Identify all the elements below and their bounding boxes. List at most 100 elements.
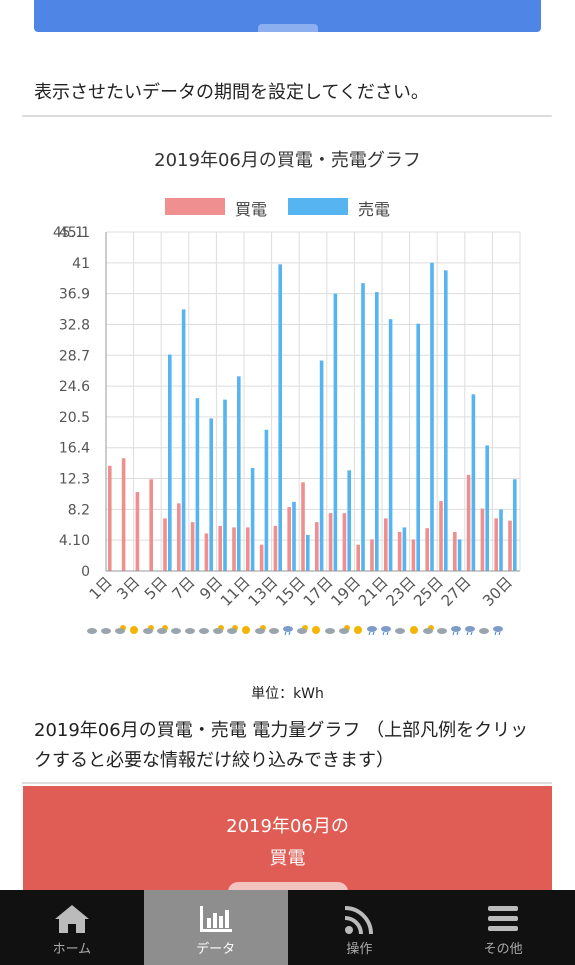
bar-sell: [485, 445, 489, 571]
tab-home[interactable]: ホーム: [0, 890, 144, 965]
x-tick-label: 13日: [244, 573, 281, 610]
tab-control-label: 操作: [346, 942, 373, 957]
x-tick-label: 7日: [168, 573, 198, 603]
bar-buy: [453, 531, 457, 571]
bar-buy: [425, 528, 429, 571]
legend-label-buy: 買電: [235, 200, 267, 219]
y-tick-label: 16.4: [59, 441, 90, 457]
x-tick-label: 1日: [86, 573, 116, 603]
y-tick-label-overlap: 45.1: [53, 225, 84, 241]
bar-buy: [466, 474, 471, 571]
bar-sell: [375, 292, 379, 571]
y-tick-label: 36.9: [59, 287, 90, 303]
bar-sell: [181, 309, 186, 571]
weather-cloud-icon: [143, 628, 153, 634]
x-tick-label: 3日: [113, 573, 143, 603]
weather-sun-icon: [410, 626, 418, 634]
bar-sell: [250, 468, 255, 571]
y-tick-label: 41: [72, 256, 90, 272]
x-tick-label: 25日: [410, 573, 447, 610]
weather-rain-icon: [465, 626, 475, 632]
tab-other[interactable]: その他: [431, 890, 575, 965]
bar-buy: [108, 465, 112, 571]
bar-sell: [292, 501, 296, 571]
chart-legend: 買電 売電: [165, 198, 390, 219]
chart-grid: 0 4.10 8.2 12.3 16.4 20.5 24.6 28.7 32.8 36.9 41 45…: [53, 225, 521, 580]
bar-sell: [416, 323, 420, 571]
bar-buy: [370, 539, 374, 571]
buy-sell-chart: 買電 売電 0 4.10 8.2 12.3 16.4 20.5 24.6 28.7 32.8 36.…: [53, 198, 521, 636]
tab-other-label: その他: [483, 942, 523, 957]
bar-sell: [388, 319, 393, 571]
y-tick-label: 32.8: [59, 317, 90, 333]
bar-sell: [402, 527, 407, 571]
weather-cloud-icon: [101, 628, 111, 634]
display-button[interactable]: [34, 0, 541, 32]
weather-rain-icon: [283, 626, 293, 632]
weather-rain-drop: [494, 631, 497, 636]
legend-swatch-sell: [288, 198, 348, 215]
bar-buy: [315, 522, 319, 571]
bar-buy: [384, 518, 388, 571]
weather-cloud-icon: [255, 628, 265, 634]
bar-sell: [195, 398, 200, 571]
bar-buy: [411, 539, 416, 571]
bar-buy: [439, 501, 443, 571]
bar-buy: [163, 518, 167, 571]
bar-sell: [430, 262, 434, 571]
chart-title: 2019年06月の買電・売電グラフ: [154, 150, 421, 171]
weather-sun-icon: [130, 626, 138, 634]
weather-cloud-icon: [395, 628, 405, 634]
bar-buy: [204, 533, 209, 571]
weather-sun-icon: [312, 626, 320, 634]
bar-buy: [494, 518, 498, 571]
home-icon: [54, 905, 89, 933]
display-button-label-peek: [257, 24, 318, 32]
bar-buy: [397, 531, 402, 571]
bar-sell: [361, 283, 365, 571]
weather-cloud-icon: [339, 628, 349, 634]
weather-rain-drop: [372, 631, 375, 636]
card-type: 買電: [269, 848, 306, 869]
bar-buy: [273, 525, 278, 571]
y-tick-label: 20.5: [59, 410, 90, 426]
bar-sell: [209, 418, 213, 571]
weather-cloud-icon: [297, 628, 307, 634]
bar-sell: [168, 354, 172, 571]
bar-buy: [480, 508, 485, 571]
bar-sell: [457, 539, 462, 571]
legend-label-sell: 売電: [358, 200, 390, 219]
weather-cloud-icon: [479, 628, 489, 634]
bottom-tab-bar: ホーム データ 操作 その他: [0, 890, 575, 965]
bar-sell: [471, 394, 476, 571]
bar-buy: [218, 525, 222, 571]
weather-rain-drop: [386, 631, 389, 636]
weather-rain-icon: [381, 626, 391, 632]
bar-buy: [287, 507, 291, 571]
x-tick-label: 11日: [217, 573, 254, 610]
bar-sell: [306, 534, 310, 571]
bar-sell: [278, 264, 282, 571]
menu-icon: [488, 906, 519, 931]
weather-rain-drop: [498, 631, 501, 636]
x-tick-label: 5日: [141, 573, 171, 603]
weather-rain-icon: [493, 626, 503, 632]
tab-control[interactable]: 操作: [288, 890, 432, 965]
x-tick-label: 27日: [438, 573, 475, 610]
tab-data-label: データ: [196, 942, 236, 957]
bar-sell: [347, 470, 351, 571]
weather-cloud-icon: [227, 628, 237, 634]
x-tick-label: 19日: [327, 573, 364, 610]
bar-sell: [264, 429, 269, 571]
bar-buy: [259, 544, 264, 571]
chart-bars: [108, 262, 517, 571]
weather-rain-drop: [470, 631, 473, 636]
x-tick-label: 30日: [479, 573, 516, 610]
bar-sell: [513, 479, 517, 571]
buy-summary-card[interactable]: 2019年06月の 買電: [23, 786, 552, 902]
y-tick-label: 28.7: [59, 348, 90, 364]
tab-home-label: ホーム: [52, 942, 92, 957]
tab-data[interactable]: データ: [143, 890, 288, 965]
weather-rain-drop: [382, 631, 385, 636]
bar-buy: [149, 479, 153, 571]
